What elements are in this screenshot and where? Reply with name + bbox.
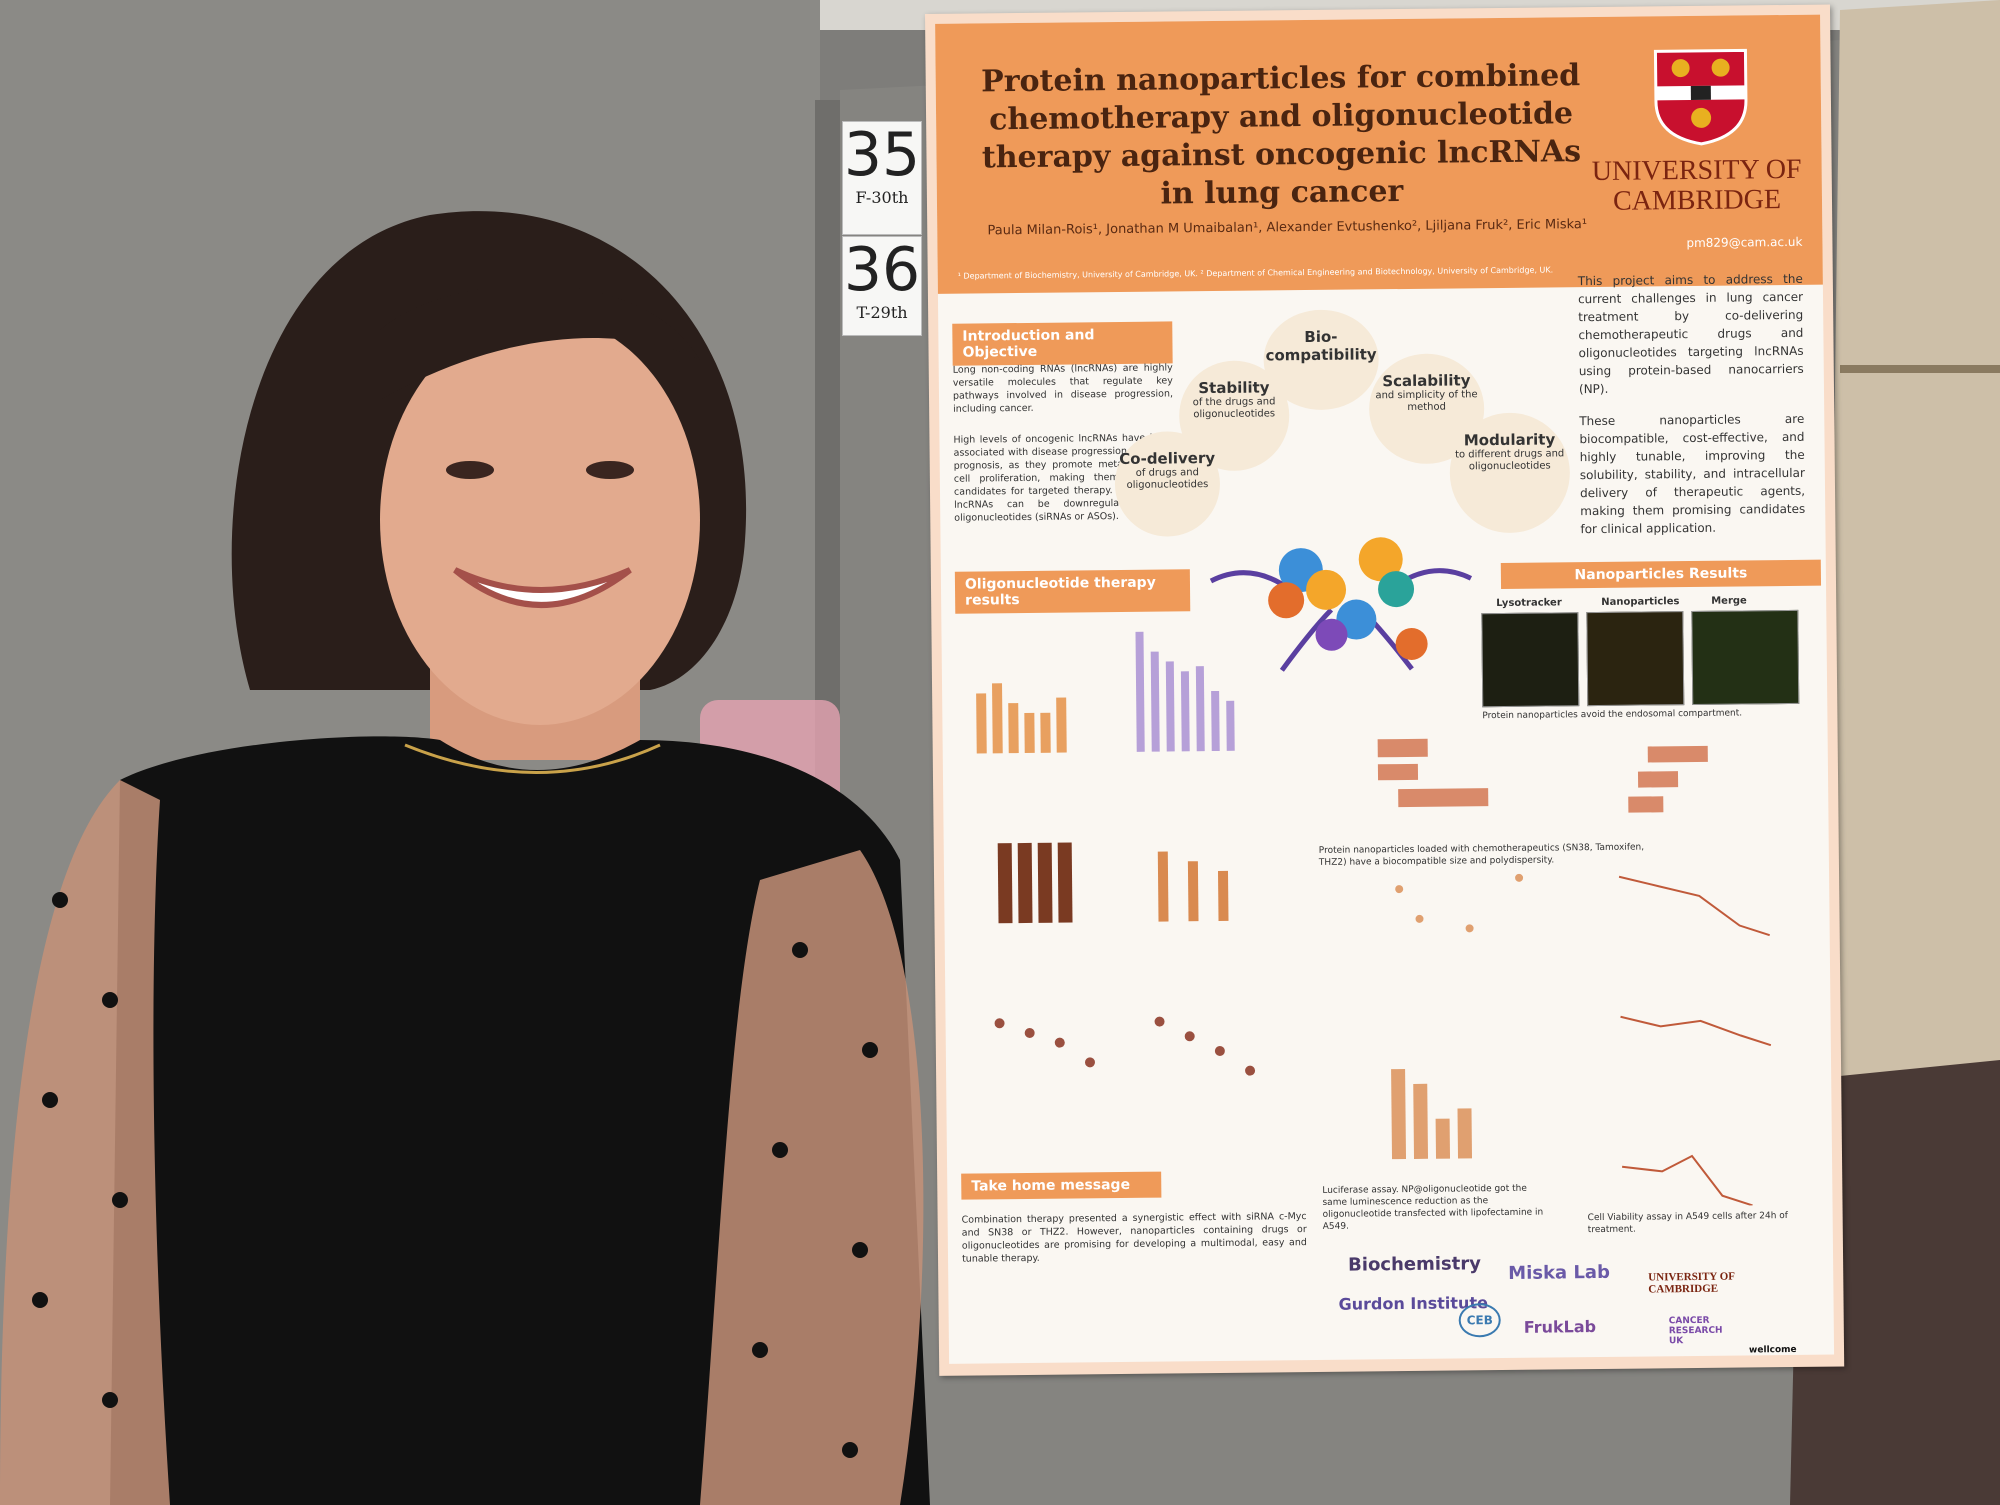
logo: FrukLab — [1523, 1317, 1597, 1337]
necklace — [404, 743, 661, 774]
logo: Miska Lab — [1508, 1261, 1611, 1284]
crest — [1653, 48, 1748, 146]
logo: UNIVERSITY OF CAMBRIDGE — [1648, 1270, 1735, 1296]
logo: wellcome — [1748, 1344, 1797, 1356]
bubble-title: Stability — [1198, 378, 1270, 398]
paragraph: This project aims to address the current… — [1577, 271, 1804, 397]
smile — [453, 567, 632, 608]
caption: Protein nanoparticles loaded with chemot… — [1318, 842, 1645, 868]
logo: Biochemistry — [1348, 1253, 1482, 1276]
sleeve — [700, 850, 924, 1505]
caption: Cell Viability assay in A549 cells after… — [1587, 1211, 1789, 1236]
poster-body: Protein nanoparticles for combined chemo… — [935, 14, 1835, 1364]
logo: CEB — [1458, 1303, 1502, 1338]
card-number: 36 — [843, 235, 921, 305]
logo: CANCER RESEARCH UK — [1668, 1315, 1723, 1347]
micrograph — [1481, 612, 1580, 708]
nanoparticle-illustration — [1209, 537, 1473, 672]
number-card: 36 T-29th — [842, 236, 922, 336]
carpet — [1790, 1060, 2000, 1505]
poster-header: Protein nanoparticles for combined chemo… — [935, 14, 1823, 294]
caption: Protein nanoparticles avoid the endosoma… — [1482, 708, 1743, 722]
affiliations: ¹ Department of Biochemistry, University… — [957, 265, 1554, 281]
fringe — [380, 284, 700, 400]
panel-label: Nanoparticles — [1601, 596, 1680, 608]
bubble-text: to different drugs and oligonucleotides — [1454, 448, 1565, 473]
bubble-title: Scalability — [1382, 371, 1471, 391]
wall-trim — [1840, 365, 2000, 373]
figure-panels — [976, 631, 1256, 1076]
panel-label: Merge — [1711, 595, 1747, 607]
caption: Luciferase assay. NP@oligonucleotide got… — [1322, 1183, 1544, 1232]
sleeve — [0, 780, 170, 1505]
bubble-text: and simplicity of the method — [1375, 389, 1478, 413]
poster: Protein nanoparticles for combined chemo… — [925, 4, 1845, 1376]
section-heading: Take home message — [961, 1171, 1162, 1200]
paragraph: Long non-coding RNAs (lncRNAs) are highl… — [952, 362, 1174, 415]
bubble-title: Bio-compatibility — [1265, 327, 1377, 365]
micrograph — [1586, 611, 1685, 707]
email: pm829@cam.ac.uk — [1686, 234, 1803, 251]
number-card: 35 F-30th — [842, 121, 922, 235]
figure-panels — [1377, 738, 1772, 1207]
panel-label: Lysotracker — [1496, 597, 1562, 610]
card-note: F-30th — [855, 188, 909, 207]
bubble-title: Co-delivery — [1119, 448, 1216, 468]
micrograph — [1691, 609, 1800, 706]
section-heading: Nanoparticles Results — [1500, 559, 1822, 589]
paragraph: Combination therapy presented a synergis… — [961, 1211, 1307, 1265]
section-heading: Oligonucleotide therapy results — [954, 569, 1191, 614]
bubble-title: Modularity — [1463, 430, 1556, 450]
card-number: 35 — [843, 120, 921, 190]
eye — [586, 461, 634, 479]
authors: Paula Milan-Rois¹, Jonathan M Umaibalan¹… — [987, 217, 1588, 239]
section-heading: Introduction and Objective — [952, 321, 1173, 366]
eye — [446, 461, 494, 479]
institution: UNIVERSITY OF CAMBRIDGE — [1591, 153, 1802, 217]
bubble-text: of the drugs and oligonucleotides — [1192, 396, 1276, 421]
paragraph: These nanoparticles are biocompatible, c… — [1579, 411, 1806, 537]
card-note: T-29th — [856, 303, 908, 322]
poster-title: Protein nanoparticles for combined chemo… — [980, 58, 1582, 212]
dots — [32, 892, 878, 1458]
face — [380, 315, 700, 725]
